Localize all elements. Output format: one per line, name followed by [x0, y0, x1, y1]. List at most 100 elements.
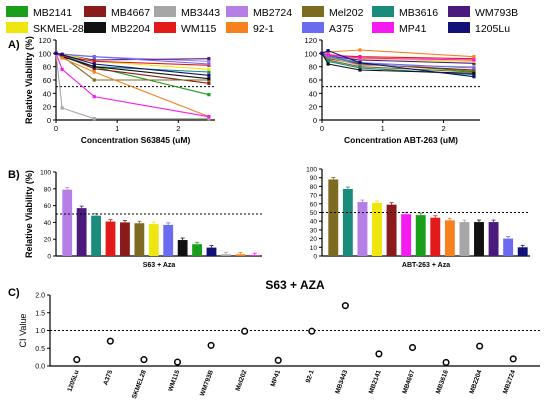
- legend-label: Mel202: [329, 7, 364, 19]
- y-tick-label: 0: [47, 116, 51, 125]
- bar: [249, 255, 260, 256]
- data-point: [442, 358, 450, 367]
- y-tick-label: 60: [43, 76, 51, 85]
- y-axis-label: Relative Viability (%): [24, 36, 34, 124]
- bar: [235, 254, 246, 256]
- data-point: [358, 56, 362, 60]
- data-point: [73, 356, 81, 364]
- data-point: [207, 62, 211, 66]
- data-point: [472, 66, 476, 70]
- data-point: [358, 66, 362, 70]
- data-point: [326, 59, 330, 63]
- y-tick-label: 0.5: [35, 346, 45, 353]
- bar: [342, 189, 353, 256]
- data-point: [326, 62, 330, 66]
- y-tick-label: 80: [310, 184, 318, 191]
- y-tick-label: 90: [310, 175, 318, 182]
- bar: [62, 189, 73, 256]
- y-tick-label: 100: [306, 167, 317, 174]
- data-point: [326, 53, 330, 57]
- y-tick-label: 1.5: [35, 310, 45, 317]
- y-tick-label: 120: [38, 36, 51, 45]
- legend: MB2141 MB4667 MB3443 MB2724 Mel202 MB3616 WM79…: [6, 6, 518, 35]
- y-tick-label: 20: [310, 236, 318, 243]
- y-tick-label: 120: [304, 36, 317, 45]
- data-point: [274, 356, 282, 364]
- y-tick-label: 10: [310, 245, 318, 252]
- bar: [91, 215, 101, 256]
- panel-label-c: C): [8, 287, 20, 299]
- bar: [444, 220, 455, 256]
- legend-swatch: [154, 22, 176, 33]
- data-point: [92, 95, 96, 99]
- data-point: [207, 341, 215, 349]
- x-tick-label: MB2141: [368, 369, 383, 395]
- data-point: [207, 77, 211, 81]
- data-point: [241, 327, 249, 335]
- legend-swatch: [448, 22, 470, 33]
- data-point: [60, 67, 64, 71]
- series-line: [321, 53, 474, 74]
- data-point: [173, 358, 182, 366]
- y-tick-label: 40: [43, 89, 51, 98]
- data-point: [60, 56, 64, 60]
- y-tick-label: 80: [44, 186, 52, 193]
- legend-swatch: [154, 6, 176, 17]
- data-point: [472, 55, 476, 59]
- x-tick-label: 1: [381, 124, 385, 133]
- legend-swatch: [6, 6, 28, 17]
- bar: [517, 247, 528, 256]
- data-point: [509, 355, 517, 363]
- chart-c: S63 + AZA 0.0 0.5 1.0 1.5 2.0 1205Lu A375 SKMEL2…: [18, 278, 540, 400]
- data-point: [476, 342, 484, 350]
- bar: [206, 247, 217, 256]
- data-point: [92, 62, 96, 66]
- legend-swatch: [6, 22, 28, 33]
- x-axis-label: S63 + Aza: [143, 262, 176, 269]
- data-point: [472, 61, 476, 65]
- x-tick-label: MB2724: [502, 369, 517, 395]
- bar: [503, 238, 514, 256]
- data-point: [320, 51, 324, 55]
- data-point: [92, 55, 96, 59]
- data-point: [140, 356, 148, 364]
- x-tick-label: MB4667: [401, 369, 416, 395]
- y-tick-label: 50: [310, 210, 318, 217]
- data-point: [92, 67, 96, 71]
- chart-title: S63 + AZA: [265, 278, 325, 292]
- y-tick-label: 0: [313, 254, 317, 261]
- series-line: [321, 49, 474, 58]
- legend-label: WM793B: [475, 7, 518, 19]
- legend-label: MB2204: [111, 23, 150, 35]
- legend-label: MB3616: [399, 7, 438, 19]
- y-axis-label: Relative Viability (%): [24, 170, 34, 258]
- chart-a-left: 0 20 40 60 80 100 120 0 1 2 Relative Viability (%)…: [24, 36, 215, 145]
- data-point: [358, 48, 362, 52]
- bar: [163, 224, 174, 256]
- bar: [328, 179, 339, 256]
- data-point: [472, 75, 476, 79]
- data-point: [207, 115, 211, 119]
- data-point: [207, 67, 211, 71]
- data-point: [308, 327, 316, 335]
- data-point: [472, 58, 476, 62]
- legend-label: MP41: [399, 23, 427, 35]
- bar: [105, 221, 116, 256]
- data-point: [106, 337, 114, 345]
- legend-label: MB2724: [253, 7, 292, 19]
- data-point: [375, 350, 383, 358]
- y-tick-label: 0: [313, 116, 317, 125]
- data-point: [341, 302, 349, 310]
- y-axis-label: CI Value: [18, 314, 28, 348]
- y-tick-label: 40: [310, 219, 318, 226]
- y-tick-label: 60: [309, 76, 317, 85]
- legend-swatch: [448, 6, 470, 17]
- series-line: [321, 50, 474, 78]
- legend-label: WM115: [181, 23, 217, 35]
- legend-label: SKMEL-28: [33, 23, 84, 35]
- data-point: [207, 73, 211, 77]
- data-point: [326, 49, 330, 53]
- x-tick-label: WM115: [167, 369, 181, 392]
- data-point: [92, 78, 96, 82]
